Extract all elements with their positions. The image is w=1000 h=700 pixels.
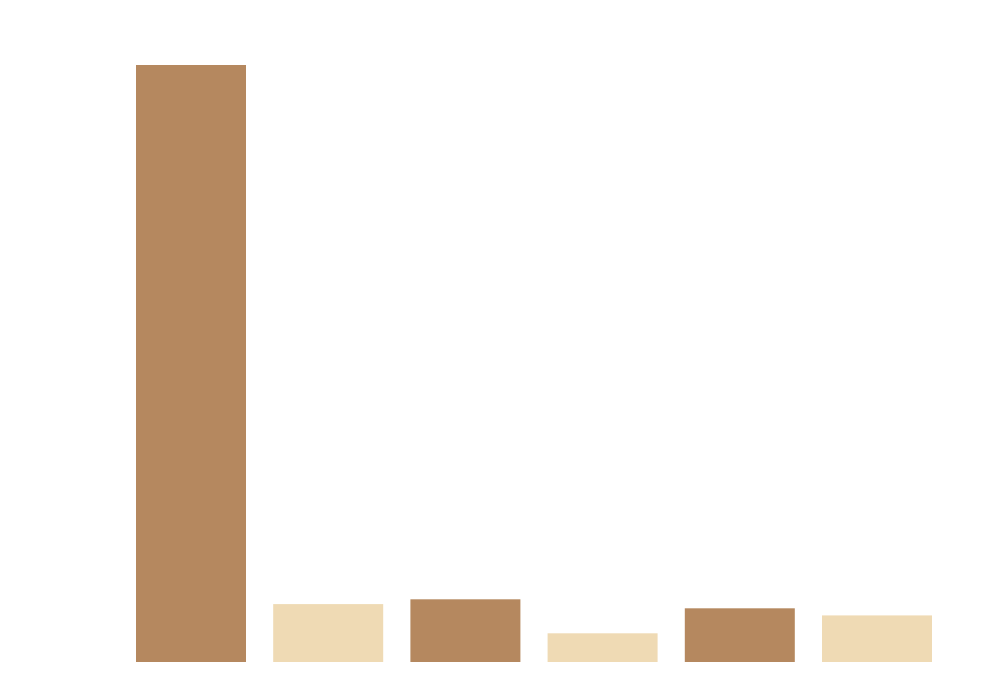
bar-3 <box>410 599 521 662</box>
bar-1 <box>136 65 246 662</box>
bar-5 <box>684 608 795 662</box>
bar-group <box>136 65 932 662</box>
bar-2 <box>273 604 384 662</box>
bar-4 <box>547 633 658 662</box>
bar-6 <box>822 615 932 662</box>
